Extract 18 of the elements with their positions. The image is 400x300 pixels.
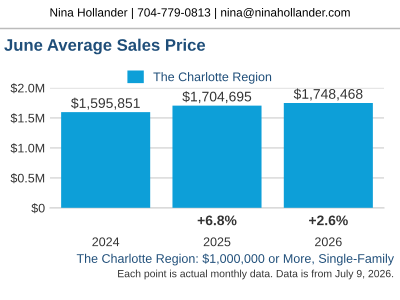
y-tick-label: $2.0M [10, 83, 44, 94]
data-label: $1,704,695 [182, 91, 252, 104]
x-tick-label: 2026 [315, 237, 342, 246]
data-label: $1,748,468 [294, 88, 362, 100]
y-tick-label: $0.5M [10, 173, 44, 184]
text: +2.6% [309, 215, 348, 226]
chart-title: June Average Sales Price [4, 38, 206, 54]
y-tick-label: $1.5M [10, 113, 44, 124]
text: The Charlotte Region: $1,000,000 or More, Single-Family [76, 254, 394, 266]
x-tick-label: 2024 [92, 237, 120, 246]
text: Each point is actual monthly data. Data is from July 9, 2026. [118, 270, 394, 280]
text: +6.8% [198, 215, 237, 226]
x-tick-label: 2025 [204, 237, 230, 246]
y-tick-label: $0 [31, 203, 45, 214]
legend-label: The Charlotte Region [153, 72, 272, 84]
data-label: $1,595,851 [71, 98, 140, 110]
y-tick-label: $1.0M [10, 143, 44, 154]
chart-subtitle: Nina Hollander | 704-779-0813 | nina@ninahollander.com [50, 8, 350, 20]
